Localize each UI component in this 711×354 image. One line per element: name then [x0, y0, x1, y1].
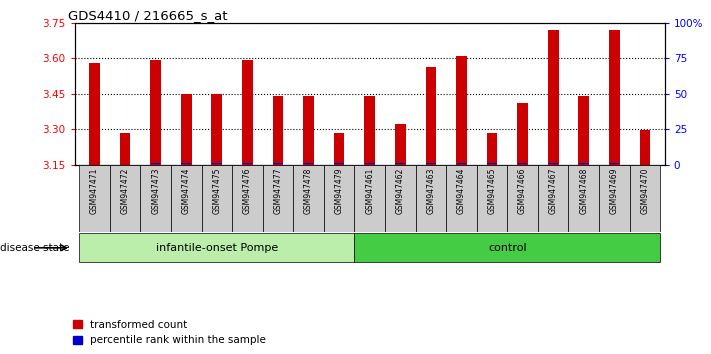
Text: GSM947471: GSM947471	[90, 168, 99, 215]
Bar	[109, 165, 140, 232]
Legend: transformed count, percentile rank within the sample: transformed count, percentile rank withi…	[73, 320, 267, 345]
Bar	[426, 163, 436, 164]
Text: control: control	[488, 243, 527, 253]
Bar	[364, 96, 375, 165]
Bar	[272, 96, 284, 165]
Bar	[354, 165, 385, 232]
Bar	[416, 165, 447, 232]
Text: GSM947467: GSM947467	[549, 168, 557, 215]
Bar	[518, 163, 528, 164]
Bar	[140, 165, 171, 232]
Bar	[181, 94, 191, 165]
Bar	[171, 165, 201, 232]
Text: GDS4410 / 216665_s_at: GDS4410 / 216665_s_at	[68, 9, 227, 22]
Bar	[333, 133, 345, 165]
Bar	[548, 163, 558, 164]
Bar	[89, 63, 100, 165]
Text: GSM947466: GSM947466	[518, 168, 527, 215]
Bar	[365, 163, 375, 164]
Bar	[579, 163, 589, 164]
Bar	[518, 103, 528, 165]
Bar	[181, 163, 191, 164]
Text: GSM947477: GSM947477	[274, 168, 282, 215]
Bar	[354, 234, 661, 262]
Text: GSM947464: GSM947464	[457, 168, 466, 215]
Bar	[151, 163, 161, 164]
Text: GSM947468: GSM947468	[579, 168, 588, 215]
Bar	[395, 125, 406, 165]
Bar	[538, 165, 569, 232]
Text: GSM947469: GSM947469	[610, 168, 619, 215]
Text: infantile-onset Pompe: infantile-onset Pompe	[156, 243, 278, 253]
Text: GSM947479: GSM947479	[335, 168, 343, 215]
Bar	[609, 30, 620, 165]
Bar	[324, 165, 354, 232]
Bar	[579, 96, 589, 165]
Text: GSM947462: GSM947462	[396, 168, 405, 215]
Bar	[79, 165, 109, 232]
Text: GSM947472: GSM947472	[121, 168, 129, 215]
Bar	[273, 163, 283, 164]
Bar	[211, 94, 223, 165]
Bar	[79, 234, 354, 262]
Text: disease state: disease state	[0, 243, 70, 253]
Bar	[640, 130, 651, 165]
Bar	[395, 163, 405, 164]
Bar	[293, 165, 324, 232]
Text: GSM947463: GSM947463	[427, 168, 435, 215]
Bar	[150, 59, 161, 165]
Bar	[508, 165, 538, 232]
Bar	[599, 165, 630, 232]
Text: GSM947474: GSM947474	[182, 168, 191, 215]
Bar	[242, 59, 253, 165]
Bar	[212, 163, 222, 164]
Bar	[609, 163, 619, 164]
Bar	[447, 165, 477, 232]
Bar	[385, 165, 416, 232]
Bar	[456, 56, 467, 165]
Bar	[201, 165, 232, 232]
Bar	[486, 133, 498, 165]
Bar	[304, 163, 314, 164]
Text: GSM947465: GSM947465	[488, 168, 496, 215]
Bar	[232, 165, 262, 232]
Text: GSM947461: GSM947461	[365, 168, 374, 215]
Bar	[303, 96, 314, 165]
Bar	[425, 67, 437, 165]
Bar	[262, 165, 293, 232]
Bar	[548, 30, 559, 165]
Bar	[456, 163, 466, 164]
Text: GSM947475: GSM947475	[213, 168, 221, 215]
Bar	[630, 165, 661, 232]
Text: GSM947478: GSM947478	[304, 168, 313, 215]
Bar	[569, 165, 599, 232]
Bar	[477, 165, 508, 232]
Text: GSM947473: GSM947473	[151, 168, 160, 215]
Bar	[242, 163, 252, 164]
Text: GSM947470: GSM947470	[641, 168, 649, 215]
Bar	[119, 133, 130, 165]
Bar	[334, 163, 344, 164]
Bar	[487, 163, 497, 164]
Text: GSM947476: GSM947476	[243, 168, 252, 215]
